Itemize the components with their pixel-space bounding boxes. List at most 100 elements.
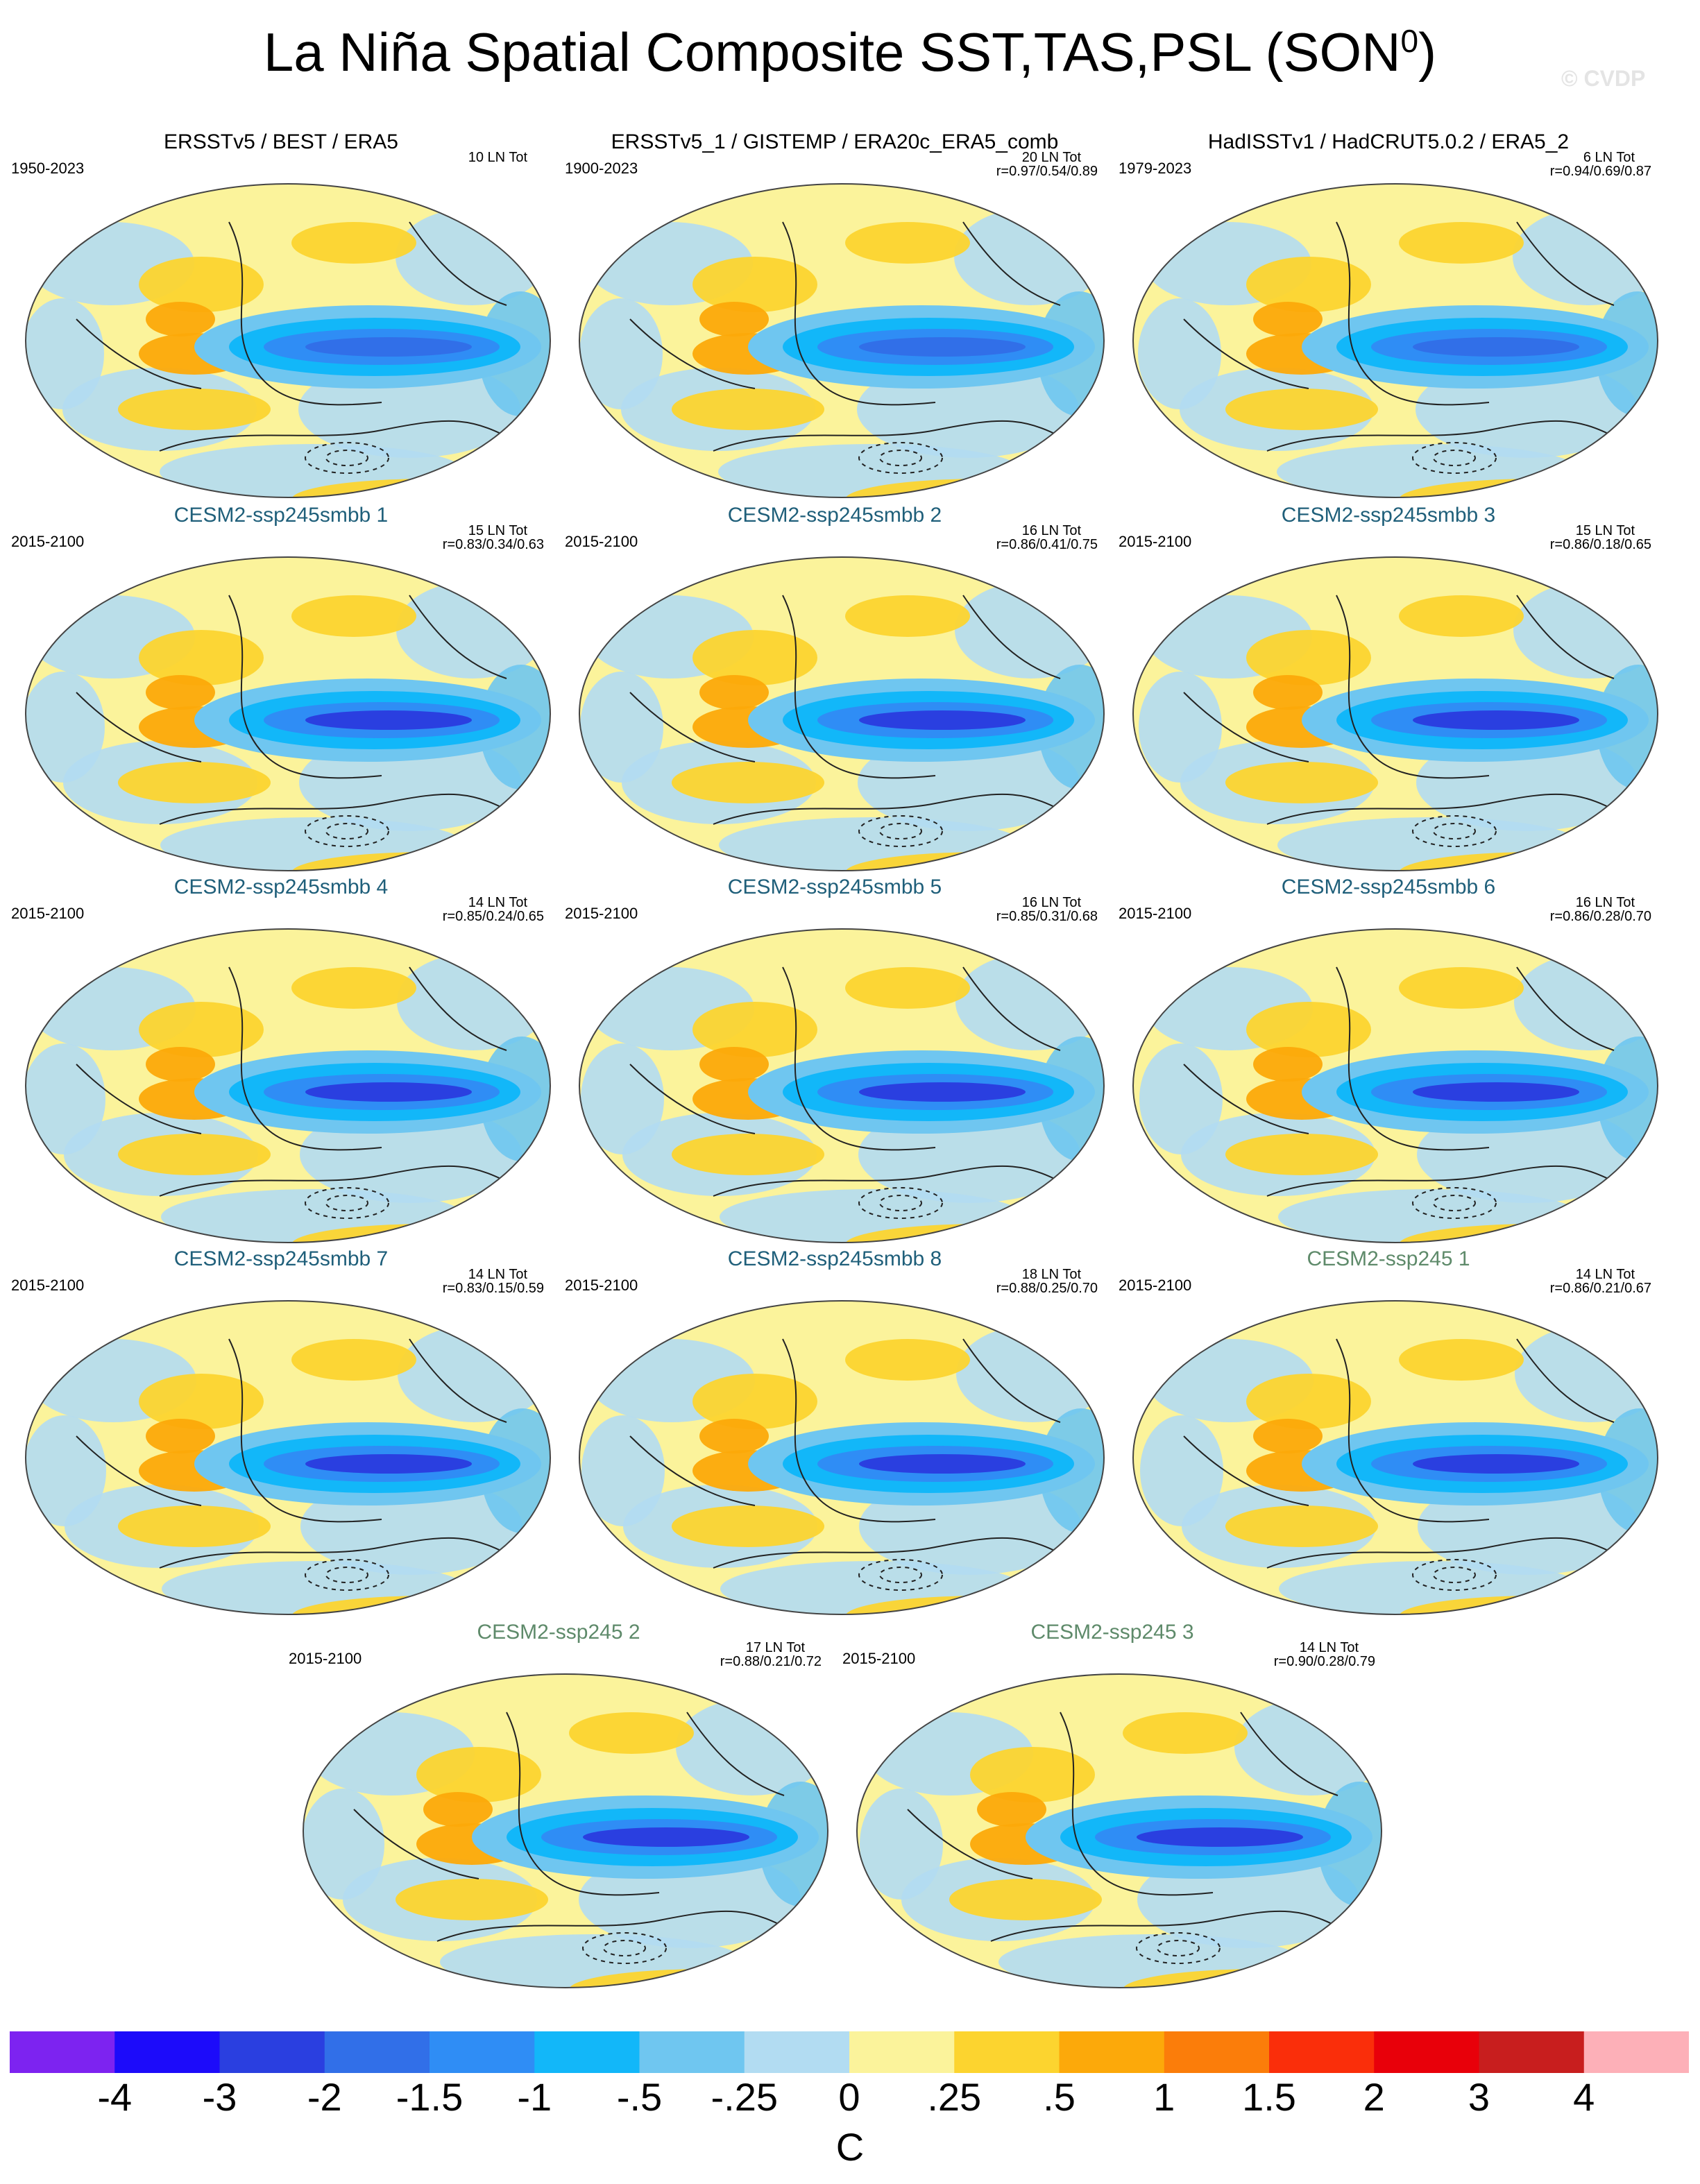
psl-contour-line: [629, 1435, 756, 1506]
colorbar-swatch: [1269, 2031, 1375, 2073]
map-outline: [1132, 556, 1658, 871]
psl-contour-line: [782, 966, 936, 1151]
psl-contour-line: [1516, 966, 1615, 1051]
psl-contour-line: [1336, 1338, 1490, 1523]
cool-anomaly-region: [303, 1789, 384, 1900]
panel-years: 2015-2100: [1119, 905, 1192, 922]
panel-years: 2015-2100: [565, 1277, 638, 1294]
warm-anomaly-region: [139, 1002, 264, 1057]
map-panel: CESM2-ssp245smbb 5 2015-2100 16 LN Tot r=0.…: [561, 876, 1109, 1250]
cold-tongue-contour: [1413, 710, 1579, 730]
panel-event-count: 6 LN Tot: [1583, 150, 1635, 165]
warm-anomaly-region: [1399, 222, 1524, 264]
psl-contour-line: [1183, 1064, 1309, 1134]
psl-negative-contour: [879, 1567, 922, 1583]
cool-anomaly-region: [580, 672, 663, 783]
panel-correlation: r=0.83/0.34/0.63: [442, 537, 544, 552]
map-panel: CESM2-ssp245smbb 2 2015-2100 16 LN Tot r=0.…: [561, 504, 1109, 878]
psl-negative-contour: [1157, 1940, 1200, 1956]
psl-negative-contour: [1412, 1187, 1497, 1219]
map-svg: [1132, 183, 1658, 498]
panel-event-count: 10 LN Tot: [468, 150, 527, 165]
psl-contour-line: [228, 966, 382, 1151]
cool-anomaly-region: [1234, 1698, 1382, 1795]
map-panel: ERSSTv5 / BEST / ERA5 1950-2023 10 LN Tot: [7, 130, 555, 505]
panel-years: 2015-2100: [842, 1650, 916, 1667]
warm-anomaly-region: [291, 1339, 416, 1381]
psl-negative-contour: [879, 450, 922, 466]
psl-negative-contour: [305, 1559, 389, 1591]
psl-negative-contour: [603, 1940, 646, 1956]
cold-tongue-contour: [1413, 1454, 1579, 1474]
psl-contour-line: [962, 966, 1061, 1051]
cold-tongue-contour: [305, 1454, 472, 1474]
warm-anomaly-region: [1225, 762, 1378, 803]
panel-event-count: 15 LN Tot: [1575, 523, 1635, 538]
colorbar-swatch: [114, 2031, 220, 2073]
panel-event-count: 14 LN Tot: [468, 1267, 527, 1282]
panel-correlation: r=0.90/0.28/0.79: [1273, 1654, 1375, 1669]
psl-negative-contour: [325, 823, 368, 839]
psl-contour-line: [409, 221, 507, 306]
colorbar-swatch: [1374, 2031, 1479, 2073]
cool-anomaly-region: [860, 1789, 943, 1900]
cool-anomaly-region: [396, 581, 549, 679]
psl-contour-line: [436, 1910, 799, 1942]
cool-anomaly-region: [26, 672, 105, 783]
psl-contour-line: [962, 221, 1061, 306]
panel-years: 1979-2023: [1119, 160, 1192, 177]
colorbar-tick-label: -.25: [711, 2075, 779, 2119]
map-svg: [25, 928, 551, 1243]
panel-title: CESM2-ssp245smbb 3: [1281, 504, 1496, 527]
panel-years: 2015-2100: [1119, 533, 1192, 550]
cold-tongue-contour: [859, 1454, 1026, 1474]
cold-tongue-contour: [1413, 337, 1579, 357]
colorbar-swatch: [744, 2031, 850, 2073]
warm-anomaly-region: [396, 1879, 548, 1920]
panel-event-count: 16 LN Tot: [1575, 895, 1635, 910]
panel-years: 2015-2100: [289, 1650, 362, 1667]
warm-anomaly-region: [1246, 630, 1371, 685]
warm-anomaly-region: [845, 1339, 970, 1381]
warm-anomaly-region: [692, 630, 817, 685]
map-svg: [579, 556, 1105, 871]
panel-event-count: 20 LN Tot: [1021, 150, 1081, 165]
panel-event-count: 18 LN Tot: [1021, 1267, 1081, 1282]
map-panel: CESM2-ssp245smbb 6 2015-2100 16 LN Tot r=0.…: [1114, 876, 1663, 1250]
cold-tongue-contour: [583, 1827, 749, 1847]
warm-anomaly-region: [139, 1374, 264, 1429]
panel-years: 2015-2100: [1119, 1277, 1192, 1294]
colorbar-tick-label: 3: [1468, 2075, 1490, 2119]
psl-contour-line: [228, 1338, 382, 1523]
map-outline: [856, 1673, 1382, 1988]
map-panel: CESM2-ssp245smbb 3 2015-2100 15 LN Tot r=0.…: [1114, 504, 1663, 878]
psl-negative-contour: [1412, 815, 1497, 847]
panel-years: 2015-2100: [11, 1277, 85, 1294]
cool-anomaly-region: [1138, 298, 1221, 409]
warm-anomaly-region: [118, 1505, 271, 1547]
warm-anomaly-region: [672, 762, 824, 803]
cold-tongue-contour: [859, 337, 1026, 357]
colorbar-swatch: [1059, 2031, 1165, 2073]
warm-anomaly-region: [845, 595, 970, 637]
warm-anomaly-region: [949, 1879, 1102, 1920]
psl-negative-contour: [1136, 1932, 1221, 1964]
psl-contour-line: [907, 1809, 1033, 1879]
warm-anomaly-region: [1123, 1712, 1248, 1754]
psl-contour-line: [962, 1338, 1061, 1423]
psl-negative-contour: [858, 442, 943, 474]
panel-correlation: r=0.86/0.41/0.75: [996, 537, 1098, 552]
cool-anomaly-region: [581, 1043, 664, 1154]
psl-negative-contour: [305, 815, 389, 847]
warm-anomaly-region: [672, 1134, 824, 1175]
map-outline: [579, 183, 1105, 498]
colorbar-swatch: [1164, 2031, 1270, 2073]
colorbar-tick-label: .5: [1043, 2075, 1076, 2119]
warm-anomaly-region: [845, 222, 970, 264]
cool-anomaly-region: [955, 581, 1104, 679]
psl-negative-contour: [879, 1195, 922, 1211]
cool-anomaly-region: [26, 1043, 105, 1154]
panel-title: CESM2-ssp245smbb 6: [1281, 876, 1496, 898]
panel-title: CESM2-ssp245smbb 8: [727, 1247, 942, 1270]
warm-anomaly-region: [699, 675, 769, 710]
